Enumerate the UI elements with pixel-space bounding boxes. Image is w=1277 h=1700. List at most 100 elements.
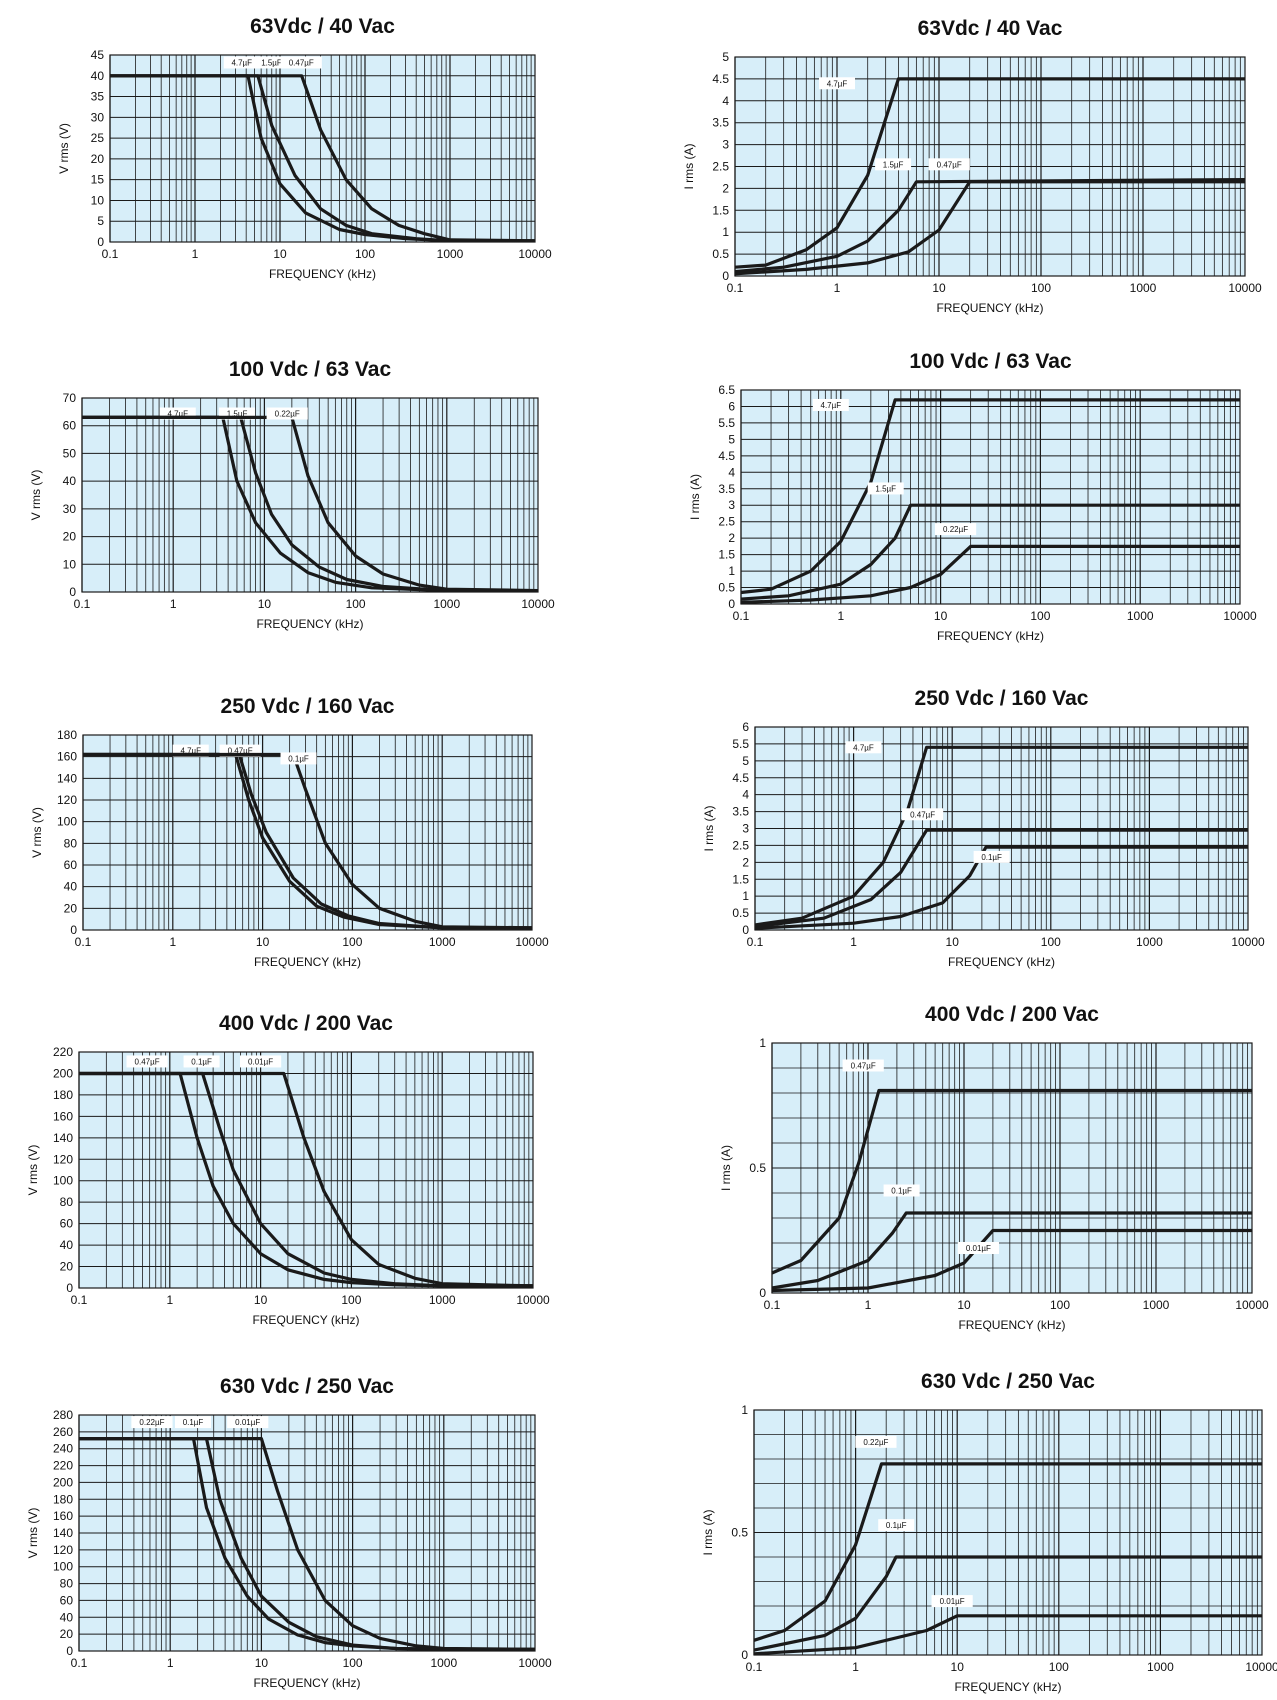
series-line-1 [753, 1462, 1262, 1642]
curve-label: 1.5µF [227, 410, 248, 419]
x-tick-label: 0.1 [727, 281, 744, 295]
x-tick-label: 1000 [1127, 609, 1154, 623]
series-line-1 [734, 77, 1245, 269]
x-tick-label: 1 [834, 281, 841, 295]
x-tick-label: 1 [192, 247, 199, 261]
series-line-3 [734, 180, 1245, 276]
y-tick-label: 20 [91, 152, 105, 166]
x-tick-label: 100 [1050, 1298, 1070, 1312]
y-tick-label: 40 [64, 880, 78, 894]
y-tick-label: 6 [728, 399, 735, 413]
y-tick-label: 3.5 [712, 116, 729, 130]
x-tick-label: 100 [346, 597, 366, 611]
x-gridlines [81, 398, 535, 592]
plot-area [81, 397, 539, 593]
curve-label: 1.5µF [261, 58, 282, 67]
x-gridlines [109, 55, 532, 242]
curve-label: 0.1µF [981, 853, 1002, 862]
chart-title: 63Vdc / 40 Vac [250, 15, 395, 38]
y-tick-label: 5 [722, 50, 729, 64]
curve-label: 0.01µF [940, 1597, 965, 1606]
y-tick-label: 1.5 [718, 548, 735, 562]
curve-label-box [842, 1059, 884, 1072]
y-tick-label: 10 [91, 193, 105, 207]
chart-title: 630 Vdc / 250 Vac [921, 1370, 1095, 1393]
x-tick-label: 10 [932, 281, 946, 295]
chart-5: 250 Vdc / 160 Vac 0.1 1 10 100 1000 10000 0 20 40… [30, 695, 549, 969]
curve-label: 4.7µF [827, 79, 848, 88]
y-tick-label: 45 [91, 48, 105, 62]
y-tick-label: 280 [53, 1408, 73, 1422]
y-tick-label: 120 [57, 793, 77, 807]
x-tick-label: 10000 [515, 935, 549, 949]
curve-label-box [223, 56, 260, 69]
y-tick-label: 0 [66, 1644, 73, 1658]
curve-label-box [266, 407, 308, 420]
chart-7: 400 Vdc / 200 Vac 0.1 1 10 100 1000 10000 0 20 40… [26, 1012, 550, 1327]
x-tick-label: 1000 [433, 597, 460, 611]
y-tick-label: 100 [53, 1560, 73, 1574]
y-tick-label: 4 [722, 94, 729, 108]
y-tick-label: 1 [728, 564, 735, 578]
y-tick-label: 120 [53, 1152, 73, 1166]
x-tick-label: 100 [1041, 935, 1061, 949]
y-tick-label: 0.5 [718, 581, 735, 595]
curve-label: 0.47µF [910, 810, 935, 819]
y-tick-label: 220 [53, 1459, 73, 1473]
y-tick-label: 70 [63, 391, 77, 405]
chart-6: 250 Vdc / 160 Vac 0.1 1 10 100 1000 10000 0 0.5 1… [702, 687, 1265, 969]
x-tick-label: 1 [167, 1656, 174, 1670]
y-tick-label: 2 [742, 855, 749, 869]
y-tick-label: 5 [728, 432, 735, 446]
chart-4: 100 Vdc / 63 Vac 0.1 1 10 100 1000 10000 0 0.5 1 1… [688, 350, 1257, 643]
y-axis-label: I rms (A) [702, 806, 716, 852]
y-tick-label: 0.5 [749, 1161, 766, 1175]
x-axis-label: FREQUENCY (kHz) [954, 1680, 1061, 1694]
y-axis-label: V rms (V) [30, 807, 44, 858]
y-tick-label: 240 [53, 1442, 73, 1456]
curve-label-box [240, 1055, 282, 1068]
curve-label: 4.7µF [821, 401, 842, 410]
series-line-2 [754, 828, 1248, 929]
x-tick-label: 1000 [1130, 281, 1157, 295]
curve-label: 0.1µF [288, 754, 309, 763]
y-tick-label: 0 [70, 923, 77, 937]
y-tick-label: 260 [53, 1425, 73, 1439]
x-tick-label: 10000 [1245, 1660, 1277, 1674]
x-tick-label: 10000 [518, 247, 552, 261]
curve-label: 0.1µF [891, 1187, 912, 1196]
x-tick-label: 10 [258, 597, 272, 611]
series-line-3 [754, 845, 1248, 930]
curve-label: 0.1µF [183, 1418, 204, 1427]
x-tick-label: 1000 [429, 1293, 456, 1307]
x-tick-label: 1000 [430, 1656, 457, 1670]
chart-1: 63Vdc / 40 Vac 0.1 1 10 100 1000 10000 0 5 10 15 20… [57, 15, 552, 281]
x-tick-label: 10 [957, 1298, 971, 1312]
y-tick-label: 1.5 [712, 203, 729, 217]
y-tick-label: 60 [64, 858, 78, 872]
curve-label: 0.47µF [135, 1057, 160, 1066]
y-tick-label: 4 [728, 465, 735, 479]
series-line-2 [83, 752, 532, 930]
y-gridlines [79, 1431, 535, 1652]
x-axis-label: FREQUENCY (kHz) [252, 1313, 359, 1327]
y-tick-label: 180 [53, 1088, 73, 1102]
x-tick-label: 1 [169, 935, 176, 949]
curve-label: 0.1µF [191, 1057, 212, 1066]
y-axis-label: I rms (A) [701, 1510, 715, 1556]
plot-area [78, 1051, 534, 1289]
y-tick-label: 0 [722, 269, 729, 283]
x-gridlines [740, 390, 1236, 604]
x-tick-label: 10000 [1228, 281, 1262, 295]
series-line-2 [740, 503, 1240, 601]
x-tick-label: 10000 [1223, 609, 1257, 623]
y-tick-label: 6 [742, 720, 749, 734]
chart-title: 100 Vdc / 63 Vac [229, 358, 392, 381]
x-tick-label: 0.1 [75, 935, 92, 949]
y-gridlines [83, 756, 532, 931]
y-tick-label: 140 [53, 1131, 73, 1145]
series-line-3 [79, 1437, 536, 1651]
y-tick-label: 20 [60, 1260, 74, 1274]
y-tick-label: 0.5 [731, 1526, 748, 1540]
y-gridlines [772, 1067, 1252, 1294]
